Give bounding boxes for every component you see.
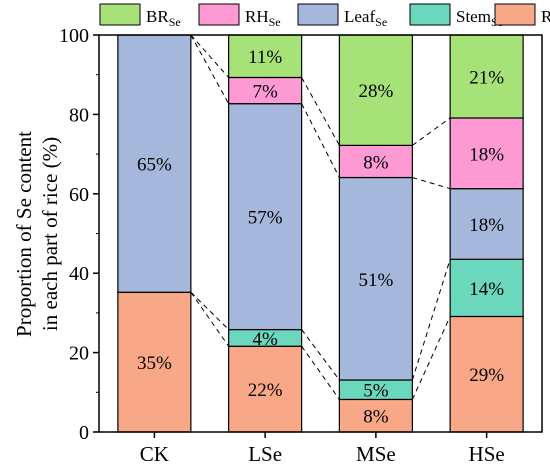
legend-swatch	[99, 3, 141, 26]
x-tick-label: CK	[140, 442, 169, 466]
data-label: 7%	[252, 82, 278, 103]
legend-item: BRSe	[99, 3, 181, 29]
y-axis: 0 20 40 60 80 100	[59, 25, 99, 444]
data-label: 8%	[363, 152, 389, 173]
connector-line	[190, 291, 229, 330]
x-tick-label: HSe	[469, 442, 505, 466]
y-tick-label: 80	[69, 104, 89, 126]
legend-swatch	[409, 3, 451, 26]
y-tick-label: 60	[69, 184, 89, 206]
legend-swatch	[198, 3, 240, 26]
y-tick-label: 40	[69, 263, 89, 285]
x-axis: CK LSe MSe HSe	[140, 432, 505, 466]
bar-segment	[117, 34, 192, 293]
data-label: 35%	[137, 353, 172, 374]
y-tick-label: 0	[79, 422, 89, 444]
connector-line	[301, 103, 340, 178]
data-label: 18%	[469, 215, 504, 236]
y-tick-label: 20	[69, 343, 89, 365]
connector-lines	[190, 34, 451, 400]
connector-line	[301, 77, 340, 146]
data-label: 8%	[363, 407, 389, 428]
connector-line	[411, 316, 451, 400]
legend-item: RHSe	[198, 3, 281, 29]
y-axis-title-line: Proportion of Se content	[12, 131, 36, 337]
data-label: 29%	[469, 365, 504, 386]
connector-line	[190, 34, 229, 78]
bar-segment	[338, 144, 413, 179]
bar-segment	[338, 398, 413, 433]
legend-label: RHSe	[245, 7, 281, 29]
bar-segment	[117, 291, 192, 433]
connector-line	[411, 259, 451, 381]
connector-line	[301, 329, 340, 381]
legend-item: RootSe	[494, 3, 550, 29]
legend-item: StemSe	[409, 3, 503, 29]
data-label: 14%	[469, 279, 504, 300]
legend-item: LeafSe	[297, 3, 387, 29]
data-label: 28%	[358, 81, 393, 102]
bar-segment	[228, 34, 303, 79]
bar-segment	[228, 345, 303, 433]
connector-line	[412, 177, 451, 190]
bar-segment	[338, 34, 413, 146]
data-label: 21%	[469, 67, 504, 88]
x-tick-label: LSe	[248, 442, 282, 466]
x-tick-label: MSe	[356, 442, 396, 466]
data-label: 22%	[248, 380, 283, 401]
bar-segment	[449, 34, 524, 119]
legend-label: LeafSe	[344, 7, 387, 29]
data-label: 5%	[363, 381, 389, 402]
bar-segment	[338, 176, 413, 381]
legend-label: BRSe	[146, 7, 181, 29]
connector-line	[301, 345, 340, 400]
y-axis-title: Proportion of Se contentin each part of …	[12, 131, 62, 337]
legend-swatch	[494, 3, 536, 26]
data-label: 11%	[248, 47, 282, 68]
connector-line	[190, 34, 230, 104]
data-label: 57%	[248, 208, 283, 229]
connector-line	[412, 117, 451, 146]
legend-swatch	[297, 3, 339, 26]
data-label: 51%	[358, 270, 393, 291]
connector-line	[190, 291, 230, 347]
legend: BRSe RHSe LeafSe StemSe RootSe	[99, 3, 550, 29]
y-tick-label: 100	[59, 25, 89, 47]
y-axis-title-line: in each part of rice (%)	[38, 137, 62, 331]
data-label: 4%	[252, 329, 278, 350]
bars	[117, 34, 524, 433]
data-label: 65%	[137, 155, 172, 176]
data-labels: 35% 65% 22% 4% 57% 7% 11% 8% 5% 51% 8% 28% 29% 14% 18%…	[137, 47, 504, 427]
legend-label: RootSe	[541, 7, 550, 29]
data-label: 18%	[469, 144, 504, 165]
